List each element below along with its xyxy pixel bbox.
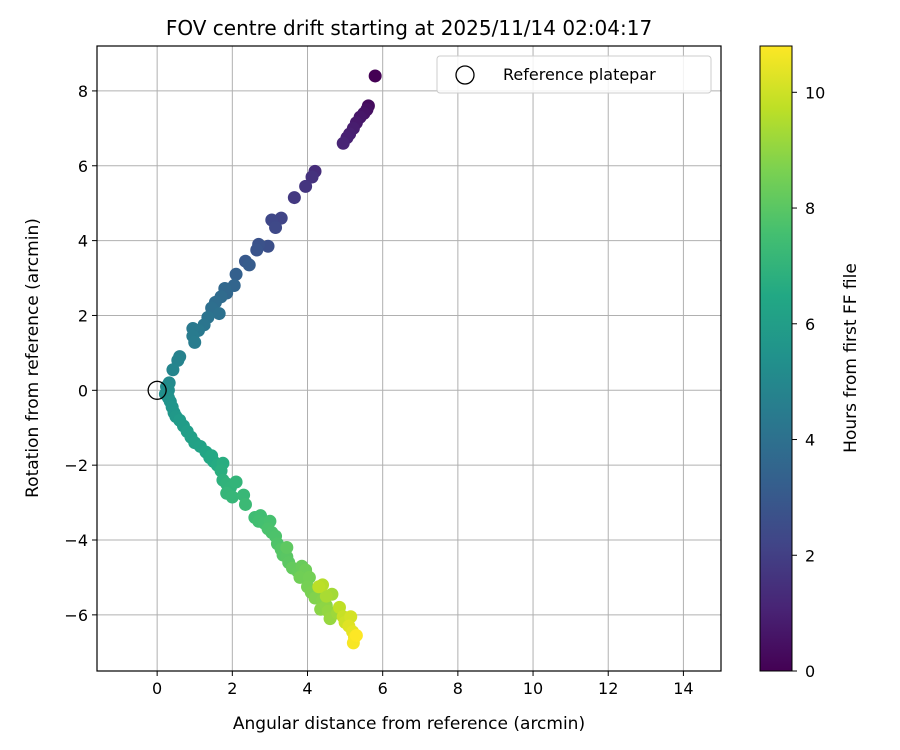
scatter-point: [242, 258, 256, 272]
colorbar-tick-label: 0: [805, 662, 815, 681]
scatter-point: [319, 589, 333, 603]
colorbar-tick-label: 6: [805, 315, 815, 334]
y-tick-label: −2: [64, 456, 88, 475]
colorbar-tick-label: 4: [805, 431, 815, 450]
scatter-point: [166, 363, 180, 377]
scatter-point: [229, 475, 243, 489]
scatter-point: [212, 307, 226, 321]
legend-label: Reference platepar: [503, 65, 656, 84]
x-tick-label: 4: [302, 679, 312, 698]
scatter-point: [250, 243, 264, 257]
scatter-point: [280, 540, 294, 554]
x-tick-label: 0: [152, 679, 162, 698]
y-tick-label: 2: [78, 306, 88, 325]
x-axis-ticks: 0 2 4 6 8 10 12 14: [152, 671, 694, 698]
scatter-point: [269, 221, 283, 235]
colorbar-tick-label: 2: [805, 546, 815, 565]
grid-layer: [97, 46, 721, 671]
scatter-point: [299, 179, 313, 193]
scatter-point: [293, 570, 307, 584]
points-layer: [158, 69, 382, 650]
scatter-point: [305, 170, 319, 184]
y-tick-label: 0: [78, 381, 88, 400]
y-tick-label: 8: [78, 82, 88, 101]
x-tick-label: 10: [523, 679, 543, 698]
colorbar: 0 2 4 6 8 10 Hours from first FF file: [759, 45, 861, 681]
y-axis-ticks: −6 −4 −2 0 2 4 6 8: [64, 82, 97, 625]
chart-title: FOV centre drift starting at 2025/11/14 …: [166, 16, 652, 40]
legend-box: [436, 55, 712, 94]
x-tick-label: 6: [378, 679, 388, 698]
colorbar-tick-label: 8: [805, 199, 815, 218]
scatter-point: [287, 191, 301, 205]
legend: Reference platepar: [436, 55, 712, 94]
y-tick-label: 6: [78, 157, 88, 176]
scatter-point: [205, 449, 219, 463]
scatter-point: [368, 69, 382, 83]
scatter-point: [188, 335, 202, 349]
colorbar-label: Hours from first FF file: [841, 263, 861, 453]
scatter-point: [312, 580, 326, 594]
x-axis-label: Angular distance from reference (arcmin): [233, 714, 585, 734]
scatter-point: [238, 497, 252, 511]
y-axis-label: Rotation from reference (arcmin): [23, 218, 43, 498]
x-tick-label: 8: [453, 679, 463, 698]
colorbar-gradient: [759, 45, 793, 672]
y-tick-label: −6: [64, 606, 88, 625]
legend-marker: [455, 65, 475, 85]
scatter-point: [336, 136, 350, 150]
y-tick-label: −4: [64, 531, 88, 550]
y-tick-label: 4: [78, 232, 88, 251]
scatter-point: [225, 490, 239, 504]
plot-frame: [96, 45, 722, 672]
colorbar-ticks: 0 2 4 6 8 10: [792, 83, 825, 681]
x-tick-label: 12: [598, 679, 618, 698]
colorbar-tick-label: 10: [805, 83, 825, 102]
x-tick-label: 14: [673, 679, 693, 698]
scatter-point: [229, 267, 243, 281]
reference-platepar-marker: [147, 380, 167, 400]
scatter-point: [349, 628, 363, 642]
x-tick-label: 2: [227, 679, 237, 698]
